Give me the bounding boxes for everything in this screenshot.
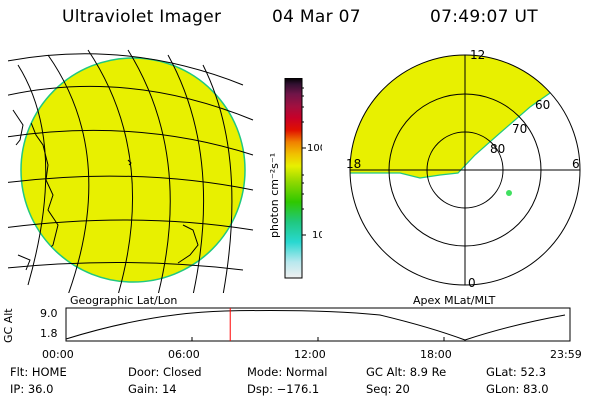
colorbar-unit-label: photon cm⁻²s⁻¹ <box>268 153 281 238</box>
mlt-label-0: 0 <box>468 276 476 290</box>
colorbar-tick-10: 10 <box>312 230 322 241</box>
altitude-xtick-2359: 23:59 <box>550 348 582 361</box>
status-glat: GLat: 52.3 <box>486 365 547 379</box>
altitude-xtick-1200: 12:00 <box>294 348 326 361</box>
outer-coastline <box>12 109 31 271</box>
spacecraft-footprint-dot <box>506 190 512 196</box>
mlt-label-12: 12 <box>470 48 485 62</box>
altitude-plot-frame <box>65 307 571 342</box>
time-label: 07:49:07 UT <box>430 7 538 27</box>
geographic-map-panel <box>8 49 254 293</box>
magnetic-polar-panel: 12 18 6 0 60 70 80 <box>346 48 581 290</box>
status-dsp: Dsp: −176.1 <box>247 382 320 396</box>
status-seq: Seq: 20 <box>366 382 410 396</box>
magnetic-caption: Apex MLat/MLT <box>413 294 496 307</box>
status-gain: Gain: 14 <box>128 382 177 396</box>
mlat-label-60: 60 <box>535 98 550 112</box>
instrument-title: Ultraviolet Imager <box>62 7 222 27</box>
colorbar-gradient <box>284 78 303 279</box>
status-mode: Mode: Normal <box>247 365 328 379</box>
altitude-xtick-1800: 18:00 <box>420 348 452 361</box>
altitude-xtick-0000: 00:00 <box>42 348 74 361</box>
uv-image-disc <box>20 57 246 283</box>
altitude-xtick-0600: 06:00 <box>168 348 200 361</box>
altitude-xticks <box>191 337 445 341</box>
colorbar-ticks <box>302 87 306 236</box>
polar-grid <box>349 54 581 286</box>
altitude-ytick-top: 9.0 <box>40 307 58 320</box>
status-glon: GLon: 83.0 <box>486 382 549 396</box>
status-flt: Flt: HOME <box>10 365 67 379</box>
colorbar: 100 10 photon cm⁻²s⁻¹ <box>268 78 322 279</box>
colorbar-tick-100: 100 <box>307 143 322 154</box>
altitude-plot <box>65 307 571 342</box>
status-gc-alt: GC Alt: 8.9 Re <box>366 365 447 379</box>
date-label: 04 Mar 07 <box>272 7 361 27</box>
uv-image-region <box>350 55 551 179</box>
altitude-curve <box>65 310 566 341</box>
mlt-label-18: 18 <box>346 157 361 171</box>
mlt-label-6: 6 <box>572 157 580 171</box>
status-door: Door: Closed <box>128 365 202 379</box>
geographic-caption: Geographic Lat/Lon <box>70 294 178 307</box>
mlat-label-80: 80 <box>490 142 505 156</box>
status-ip: IP: 36.0 <box>10 382 54 396</box>
altitude-ylabel: GC Alt <box>2 308 15 343</box>
altitude-ytick-bottom: 1.8 <box>40 327 58 340</box>
mlat-label-70: 70 <box>512 122 527 136</box>
